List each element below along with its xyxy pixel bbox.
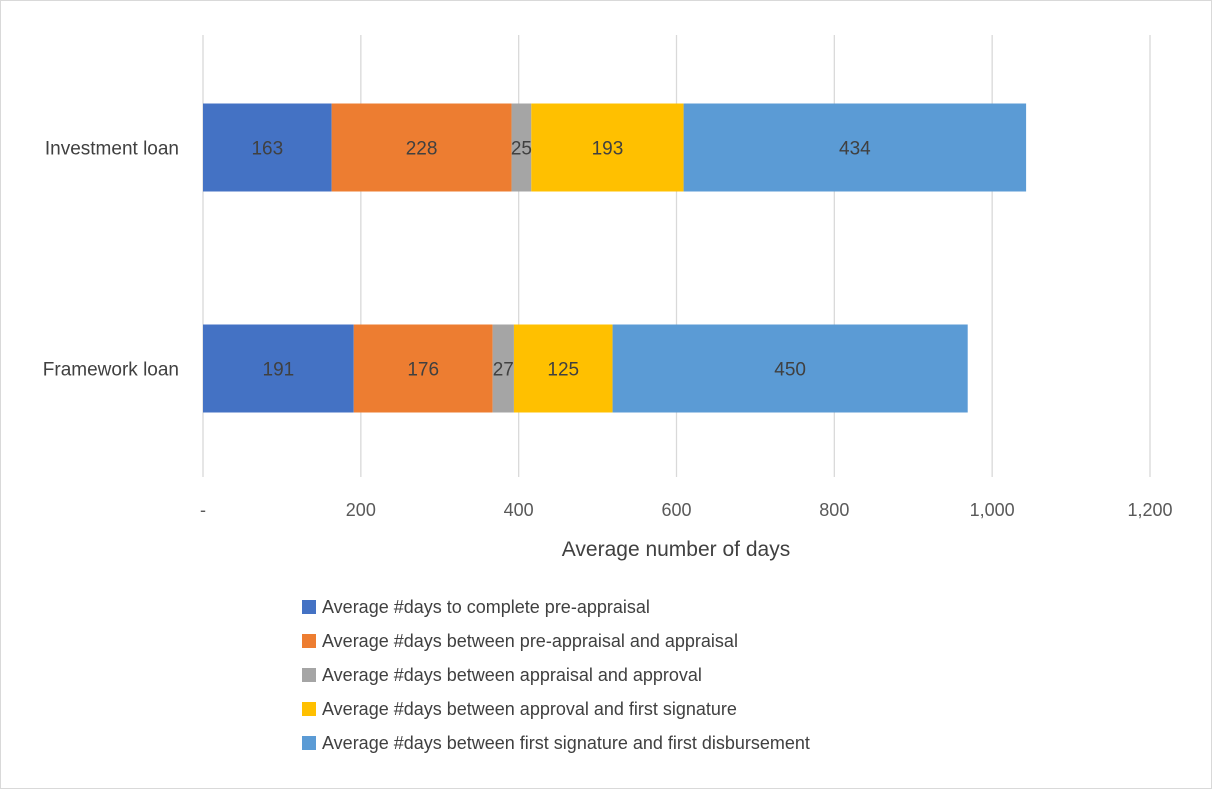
x-tick-label: 200: [346, 500, 376, 520]
data-label: 25: [511, 139, 532, 160]
legend-swatch: [302, 668, 316, 682]
category-labels: Investment loan Framework loan: [43, 139, 179, 381]
bars: [203, 103, 1027, 413]
bar-segment: [531, 103, 684, 192]
x-axis-title: Average number of days: [562, 538, 790, 561]
legend-label: Average #days between pre-appraisal and …: [322, 631, 738, 651]
category-label: Investment loan: [45, 139, 179, 160]
bar-segment: [203, 103, 332, 192]
legend-swatch: [302, 736, 316, 750]
bar-segment: [353, 324, 493, 413]
data-label: 125: [547, 360, 579, 381]
category-label: Framework loan: [43, 360, 179, 381]
legend-swatch: [302, 702, 316, 716]
legend-label: Average #days between first signature an…: [322, 733, 810, 753]
data-label: 193: [592, 139, 624, 160]
legend: Average #days to complete pre-appraisal A…: [302, 597, 810, 753]
bar-segment: [513, 324, 613, 413]
x-tick-label: 1,200: [1127, 500, 1172, 520]
data-label: 434: [839, 139, 871, 160]
bar-segment: [203, 324, 354, 413]
legend-swatch: [302, 600, 316, 614]
legend-label: Average #days between approval and first…: [322, 699, 737, 719]
data-labels: 163 228 25 193 434 191 176 27 125 450: [251, 139, 871, 381]
bar-segment: [492, 324, 514, 413]
data-label: 27: [493, 360, 514, 381]
x-tick-label: 1,000: [970, 500, 1015, 520]
x-tick-label: 600: [661, 500, 691, 520]
data-label: 228: [406, 139, 438, 160]
x-tick-label: -: [200, 500, 206, 520]
data-label: 191: [263, 360, 295, 381]
x-tick-label: 800: [819, 500, 849, 520]
data-label: 163: [251, 139, 283, 160]
legend-label: Average #days between appraisal and appr…: [322, 665, 702, 685]
bar-segment: [511, 103, 532, 192]
bar-segment: [612, 324, 968, 413]
data-label: 450: [774, 360, 806, 381]
bar-segment: [331, 103, 512, 192]
x-tick-labels: - 200 400 600 800 1,000 1,200: [200, 500, 1173, 520]
legend-label: Average #days to complete pre-appraisal: [322, 597, 650, 617]
data-label: 176: [407, 360, 439, 381]
legend-swatch: [302, 634, 316, 648]
x-tick-label: 400: [504, 500, 534, 520]
bar-segment: [683, 103, 1027, 192]
